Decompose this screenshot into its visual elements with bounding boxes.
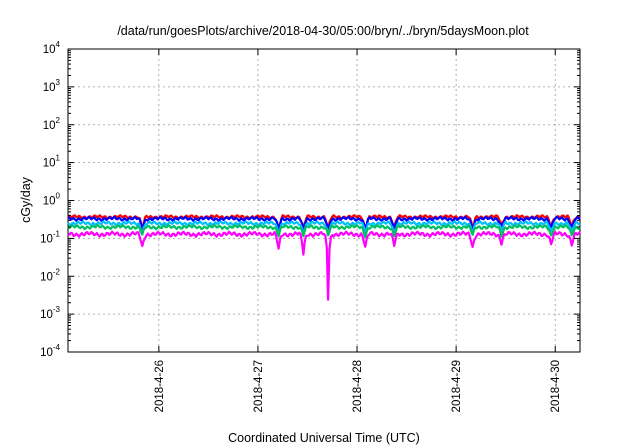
y-tick-label: 104	[43, 40, 61, 56]
grid	[68, 49, 580, 352]
y-tick-label: 10-3	[40, 305, 60, 321]
x-tick-label: 2018-4-29	[451, 360, 463, 412]
series-line	[67, 220, 581, 237]
series-line	[67, 224, 581, 239]
y-tick-label: 10-2	[40, 267, 60, 283]
y-tick-label: 10-1	[40, 229, 60, 245]
y-tick-label: 101	[43, 154, 61, 170]
series-line	[67, 215, 581, 234]
x-axis-label: Coordinated Universal Time (UTC)	[228, 431, 420, 445]
x-tick-label: 2018-4-27	[253, 360, 265, 412]
y-tick-label: 100	[43, 192, 61, 208]
ticks: 104 103 102 101 100 10-1 10-2 10-3 10-4 2018-4-26…	[40, 40, 580, 412]
y-axis-label: cGy/day	[19, 176, 33, 223]
x-tick-label: 2018-4-26	[154, 360, 166, 412]
series-group	[67, 214, 581, 301]
y-tick-label: 103	[43, 78, 61, 94]
y-tick-label: 102	[43, 116, 61, 132]
x-tick-label: 2018-4-30	[550, 360, 562, 412]
y-tick-label: 10-4	[40, 343, 60, 359]
x-tick-label: 2018-4-28	[352, 360, 364, 412]
chart-title: /data/run/goesPlots/archive/2018-04-30/0…	[117, 24, 529, 38]
series-line	[67, 230, 581, 301]
